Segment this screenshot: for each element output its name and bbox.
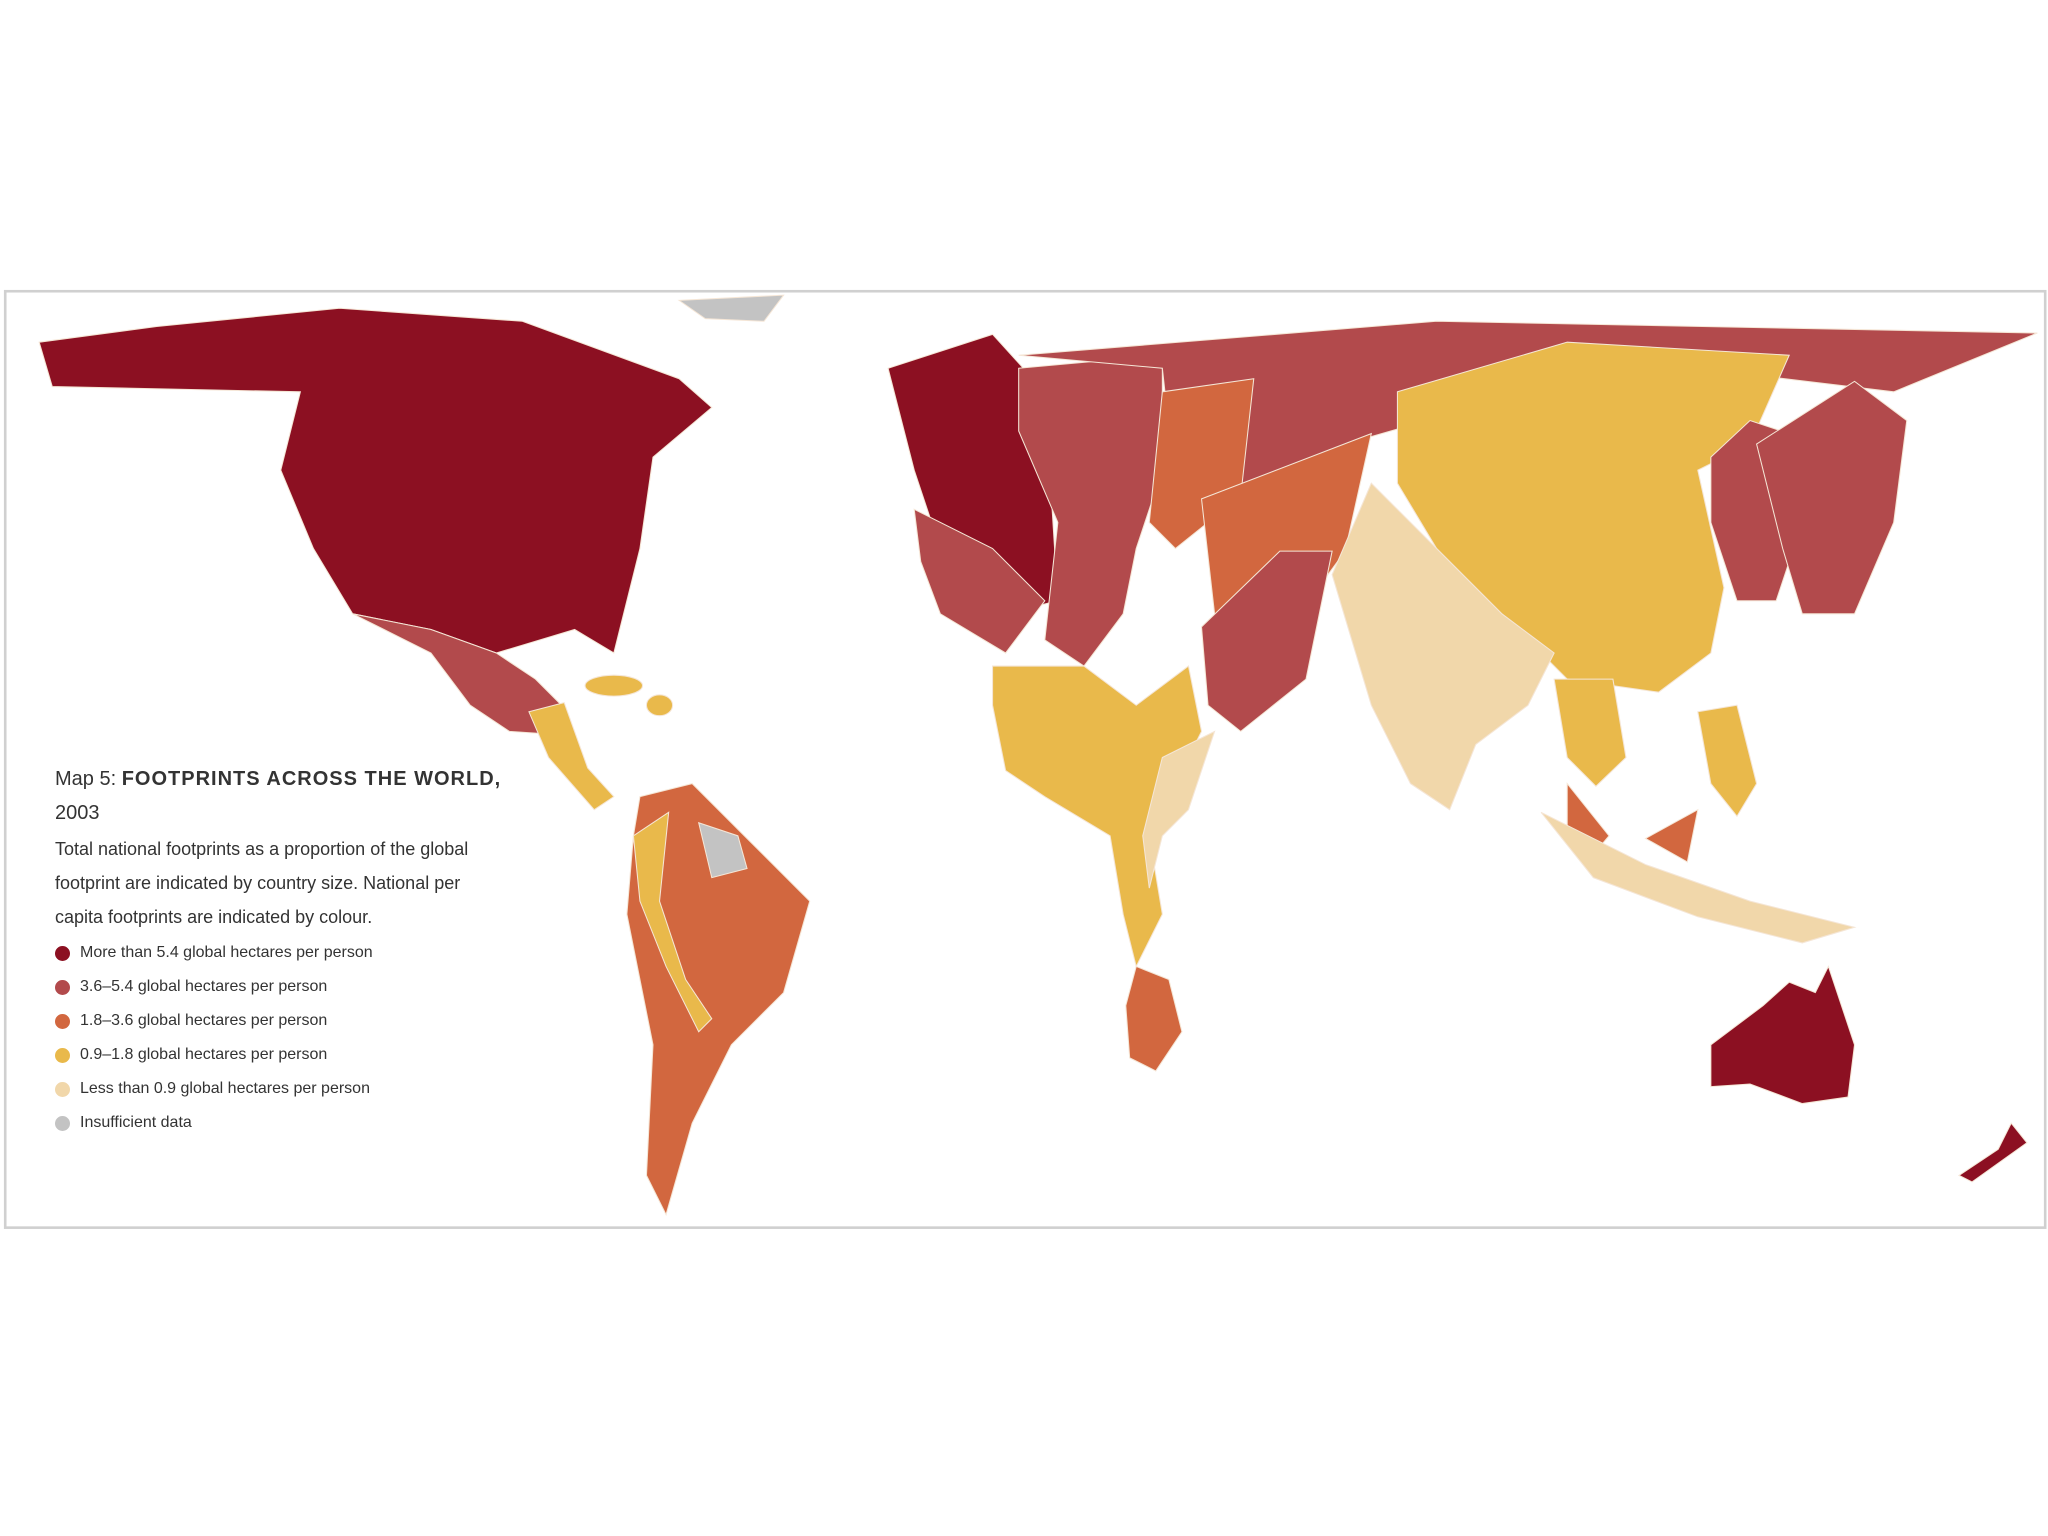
title: FOOTPRINTS ACROSS THE WORLD, [121, 768, 502, 790]
central-america [528, 702, 615, 811]
legend-label: 3.6–5.4 global hectares per person [80, 978, 328, 995]
legend-label: More than 5.4 global hectares per person [80, 944, 373, 961]
southeast-asia [1553, 678, 1627, 787]
legend-item: More than 5.4 global hectares per person [55, 936, 505, 970]
legend-label: Less than 0.9 global hectares per person [80, 1080, 370, 1097]
legend-label: Insufficient data [80, 1114, 192, 1131]
legend-swatch [55, 1115, 70, 1131]
andes [632, 811, 713, 1033]
legend-item: 0.9–1.8 global hectares per person [55, 1038, 505, 1072]
legend-label: 1.8–3.6 global hectares per person [80, 1012, 328, 1029]
south-america [626, 783, 811, 1217]
malaysia [1644, 808, 1699, 863]
legend-item: 1.8–3.6 global hectares per person [55, 1004, 505, 1038]
caribbean [645, 694, 674, 717]
new-zealand [1957, 1122, 2028, 1183]
africa [992, 665, 1203, 968]
legend-item: Insufficient data [55, 1106, 505, 1140]
japan [1755, 380, 1908, 615]
description: Total national footprints as a proportio… [55, 839, 469, 927]
gulf [1200, 550, 1333, 733]
philippines [1697, 704, 1758, 818]
legend: Map 5: FOOTPRINTS ACROSS THE WORLD, 2003… [55, 762, 505, 1140]
australia [1710, 965, 1856, 1105]
legend-item: 3.6–5.4 global hectares per person [55, 970, 505, 1004]
legend-swatch [55, 1013, 70, 1029]
usa-canada [38, 307, 713, 654]
legend-label: 0.9–1.8 global hectares per person [80, 1046, 328, 1063]
india [1331, 482, 1555, 811]
legend-swatch [55, 979, 70, 995]
legend-item: Less than 0.9 global hectares per person [55, 1072, 505, 1106]
guianas [697, 821, 748, 879]
indonesia [1540, 811, 1857, 944]
year: 2003 [55, 802, 100, 824]
greenland [677, 294, 785, 322]
legend-swatch [55, 945, 70, 961]
map-label: Map 5: [55, 768, 117, 790]
iberia [913, 508, 1046, 654]
map-title: Map 5: FOOTPRINTS ACROSS THE WORLD, 2003 [55, 762, 505, 830]
south-africa [1125, 965, 1183, 1072]
legend-swatch [55, 1081, 70, 1097]
legend-items: More than 5.4 global hectares per person… [55, 936, 505, 1140]
caribbean [584, 674, 644, 697]
legend-swatch [55, 1047, 70, 1063]
east-africa [1142, 730, 1216, 889]
